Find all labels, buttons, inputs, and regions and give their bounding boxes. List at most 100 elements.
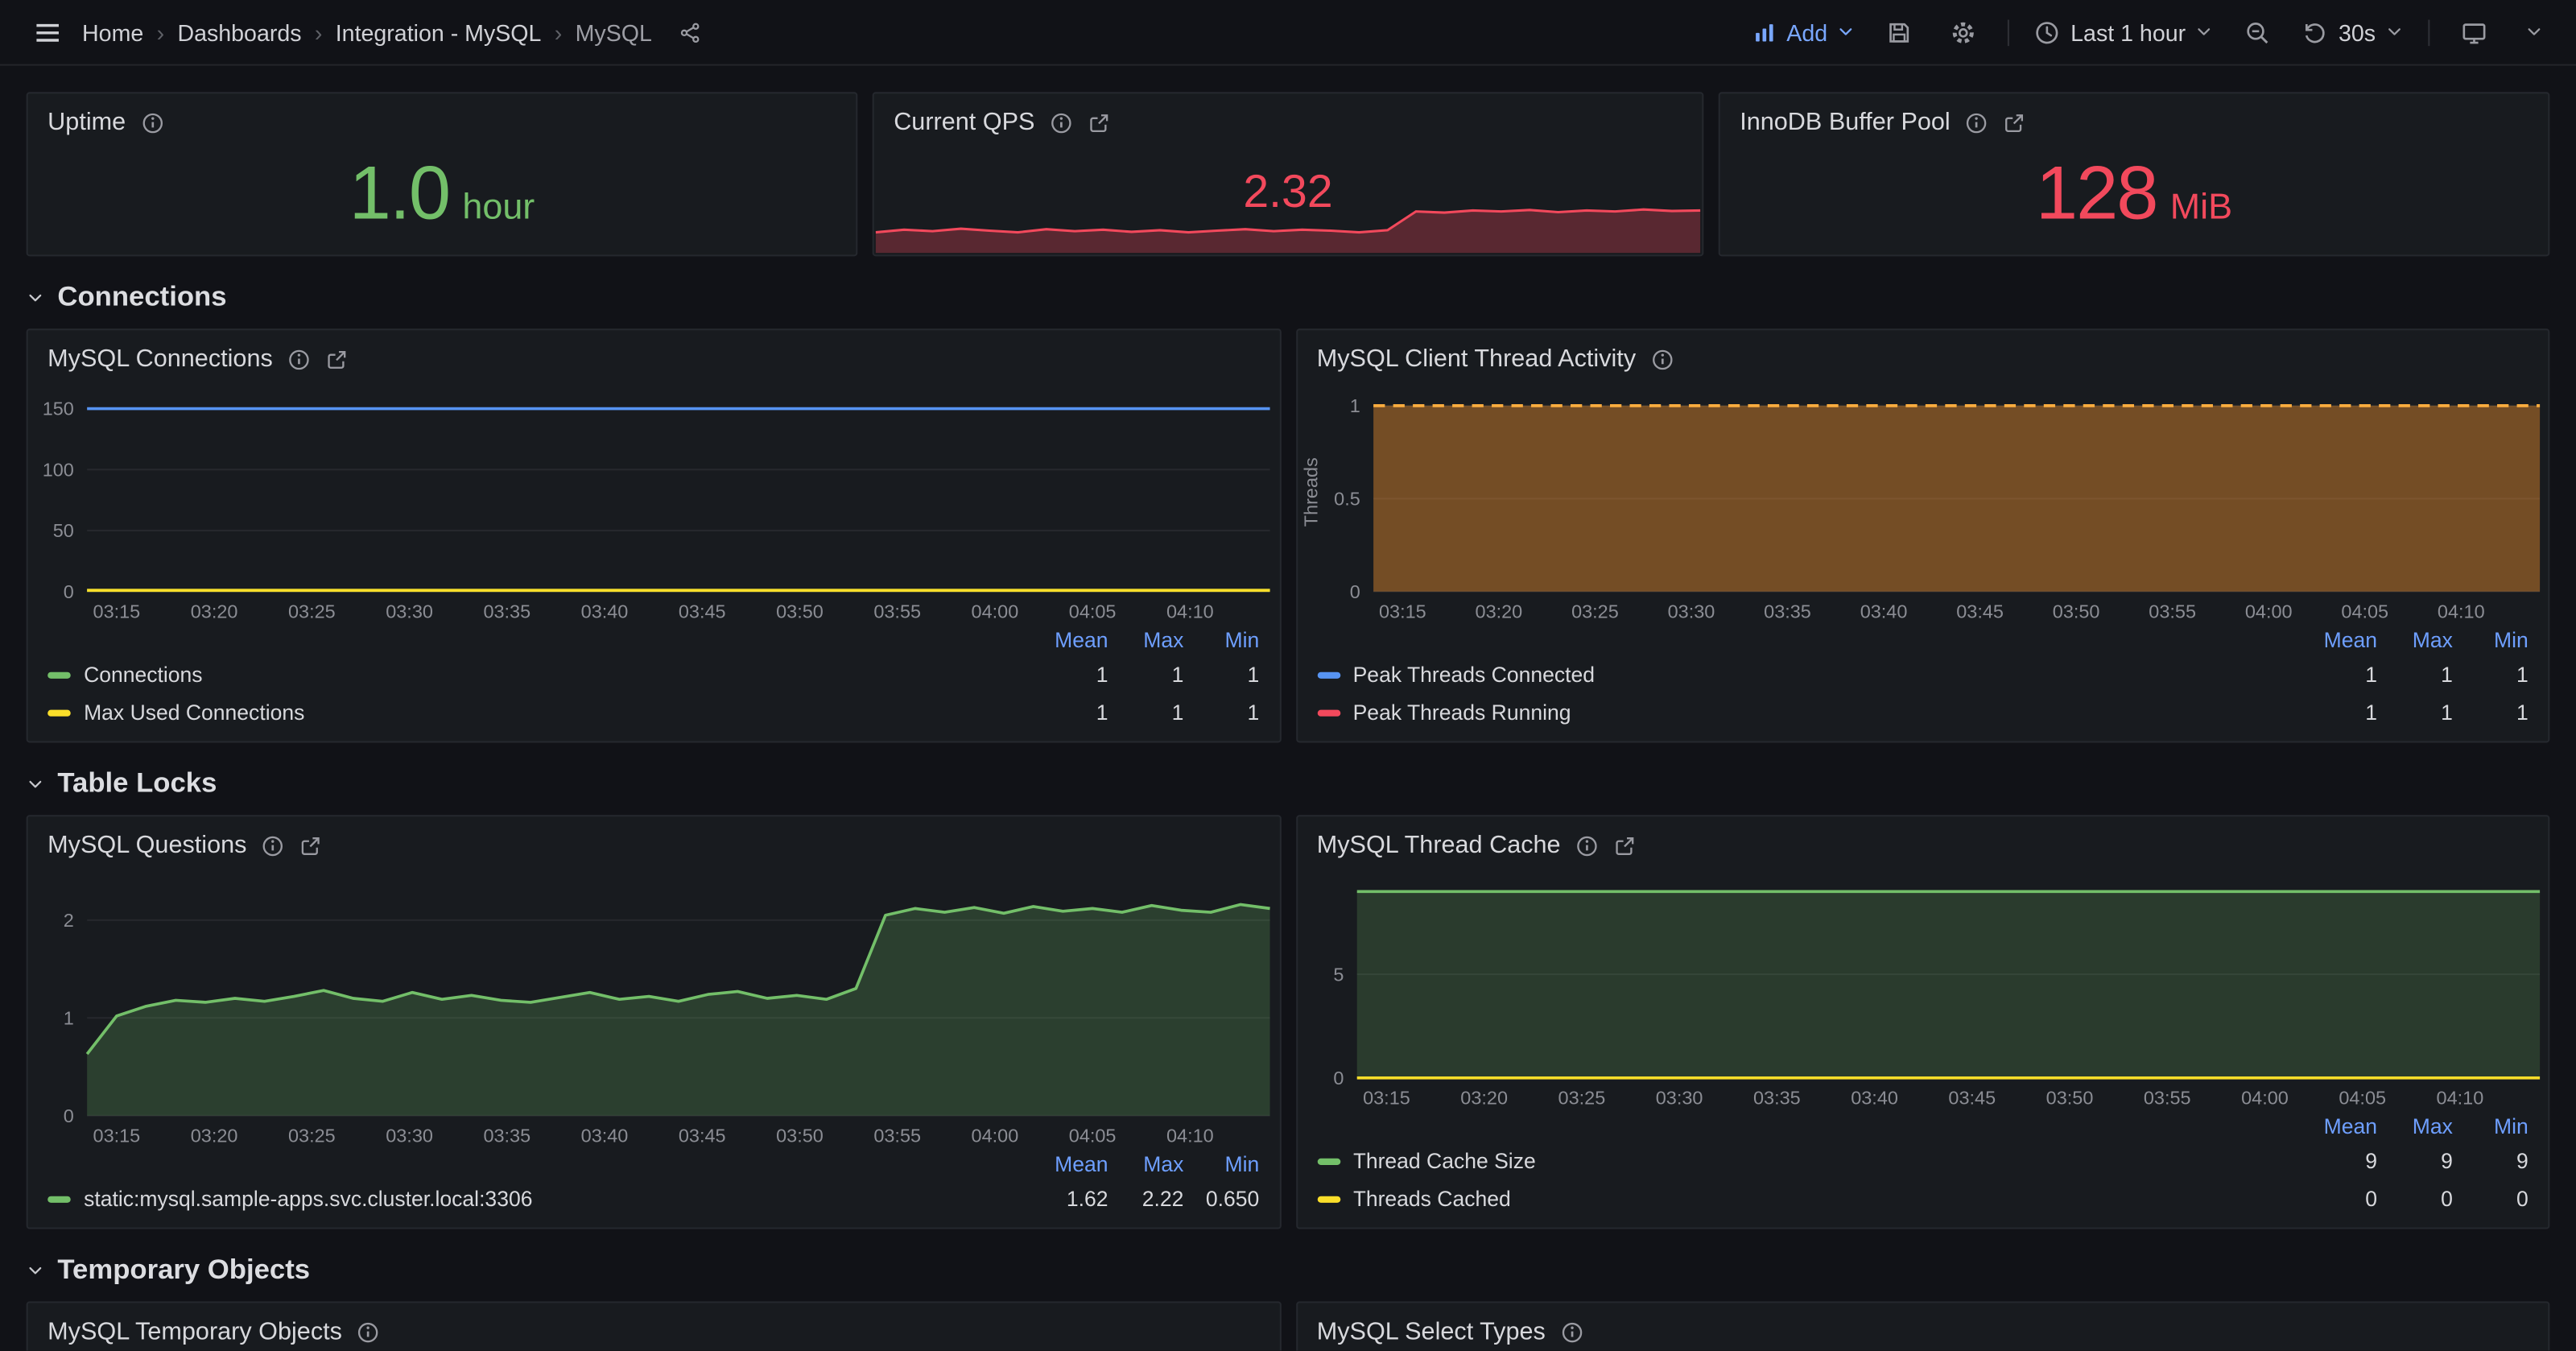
legend-sort-header[interactable]: Mean — [2323, 1113, 2378, 1139]
panel-header[interactable]: InnoDB Buffer Pool — [1720, 93, 2549, 143]
series-label[interactable]: Threads Cached — [1352, 1186, 1511, 1212]
legend-sort-header[interactable]: Max — [2412, 1113, 2453, 1139]
series-stat-value: 1.62 — [1066, 1186, 1108, 1212]
breadcrumb-home[interactable]: Home — [82, 19, 144, 46]
external-link-icon[interactable] — [325, 348, 349, 371]
svg-text:03:55: 03:55 — [2148, 601, 2195, 622]
external-link-icon[interactable] — [2003, 111, 2026, 134]
legend-row[interactable]: static:mysql.sample-apps.svc.cluster.loc… — [47, 1180, 1259, 1217]
panel-current-qps: Current QPS 2.32 — [872, 92, 1704, 257]
panel-header[interactable]: MySQL Select Types — [1297, 1303, 2548, 1351]
dashboard-settings-button[interactable] — [1944, 12, 1984, 52]
legend-row[interactable]: Peak Threads Running 1 1 1 — [1316, 693, 2529, 731]
time-range-picker[interactable]: Last 1 hour — [2034, 19, 2214, 45]
refresh-picker[interactable]: 30s — [2302, 19, 2404, 45]
panel-header[interactable]: MySQL Connections — [28, 330, 1279, 379]
menu-toggle-button[interactable] — [27, 10, 69, 53]
panel-header[interactable]: Current QPS — [874, 93, 1703, 143]
svg-text:03:40: 03:40 — [1850, 1087, 1897, 1108]
svg-text:03:45: 03:45 — [1955, 601, 2003, 622]
legend-sort-header[interactable]: Min — [1224, 627, 1260, 653]
info-icon[interactable] — [287, 348, 311, 371]
tv-mode-button[interactable] — [2454, 12, 2494, 52]
svg-text:0: 0 — [64, 1105, 74, 1126]
zoom-out-time-button[interactable] — [2238, 12, 2277, 52]
info-icon[interactable] — [141, 111, 164, 134]
series-label[interactable]: static:mysql.sample-apps.svc.cluster.loc… — [84, 1186, 533, 1212]
save-dashboard-button[interactable] — [1880, 12, 1919, 52]
legend-row[interactable]: Connections 1 1 1 — [47, 655, 1259, 693]
external-link-icon[interactable] — [1613, 834, 1637, 857]
refresh-interval-label: 30s — [2338, 19, 2376, 46]
series-stat-value: 2.22 — [1141, 1186, 1184, 1212]
info-icon[interactable] — [1050, 111, 1073, 134]
svg-text:03:25: 03:25 — [1558, 1087, 1605, 1108]
table-locks-row: MySQL Questions 0 1 2 03:15 03:20 03:25 03:30 0… — [26, 815, 2550, 1229]
info-icon[interactable] — [262, 834, 285, 857]
legend-sort-header[interactable]: Max — [1143, 1151, 1184, 1177]
legend-sort-header[interactable]: Mean — [2323, 627, 2378, 653]
section-temporary-objects[interactable]: Temporary Objects — [27, 1252, 2550, 1288]
panel-header[interactable]: MySQL Thread Cache — [1297, 816, 2548, 866]
mysql-thread-cache-chart[interactable]: 0 5 03:15 03:20 03:25 03:30 03:35 03:40 03:45 03:… — [1297, 866, 2548, 1111]
series-label[interactable]: Max Used Connections — [84, 700, 305, 725]
mysql-questions-chart[interactable]: 0 1 2 03:15 03:20 03:25 03:30 03:35 03:40 03:45 03… — [28, 866, 1279, 1149]
breadcrumb-integration-mysql[interactable]: Integration - MySQL — [335, 19, 542, 46]
panel-header[interactable]: MySQL Client Thread Activity — [1297, 330, 2548, 379]
panel-header[interactable]: MySQL Questions — [28, 816, 1279, 866]
legend-row[interactable]: Peak Threads Connected 1 1 1 — [1316, 655, 2529, 693]
mysql-client-thread-activity-chart[interactable]: 0 0.5 1 03:15 03:20 03:25 03:30 03:35 03:40 03:45… — [1297, 379, 2548, 624]
info-icon[interactable] — [357, 1320, 380, 1344]
series-label[interactable]: Peak Threads Running — [1352, 700, 1571, 725]
info-icon[interactable] — [1560, 1320, 1583, 1344]
svg-text:03:35: 03:35 — [483, 1125, 530, 1146]
legend-sort-header[interactable]: Min — [1224, 1151, 1260, 1177]
add-button[interactable]: Add — [1753, 19, 1855, 45]
legend-sort-header[interactable]: Mean — [1055, 627, 1108, 653]
info-icon[interactable] — [1651, 348, 1674, 371]
add-panel-icon — [1753, 21, 1777, 44]
series-label[interactable]: Connections — [84, 662, 203, 688]
panel-title: MySQL Connections — [47, 345, 273, 374]
svg-text:150: 150 — [43, 399, 74, 419]
info-icon[interactable] — [1965, 111, 1988, 134]
legend-row[interactable]: Thread Cache Size 9 9 9 — [1316, 1142, 2529, 1180]
panel-header[interactable]: Uptime — [28, 93, 857, 143]
series-label[interactable]: Peak Threads Connected — [1352, 662, 1596, 688]
svg-text:03:15: 03:15 — [1362, 1087, 1410, 1108]
section-connections[interactable]: Connections — [27, 279, 2550, 316]
svg-text:50: 50 — [53, 520, 74, 541]
legend-row[interactable]: Max Used Connections 1 1 1 — [47, 693, 1259, 731]
section-title: Table Locks — [57, 767, 217, 799]
series-color-dash — [1316, 671, 1340, 678]
section-table-locks[interactable]: Table Locks — [27, 766, 2550, 802]
panel-title: MySQL Questions — [47, 831, 247, 860]
svg-text:03:55: 03:55 — [873, 601, 921, 622]
qps-sparkline — [875, 204, 1701, 254]
external-link-icon[interactable] — [299, 834, 323, 857]
info-icon[interactable] — [1575, 834, 1599, 857]
legend-sort-header[interactable]: Mean — [1055, 1151, 1108, 1177]
legend-sort-header[interactable]: Max — [2412, 627, 2453, 653]
toolbar-overflow-button[interactable] — [2519, 16, 2550, 48]
breadcrumb-mysql[interactable]: MySQL — [575, 19, 652, 46]
series-label[interactable]: Thread Cache Size — [1352, 1148, 1536, 1174]
legend-sort-header[interactable]: Min — [2494, 627, 2529, 653]
breadcrumb-dashboards[interactable]: Dashboards — [177, 19, 302, 46]
external-link-icon[interactable] — [1088, 111, 1111, 134]
uptime-stat: 1.0 hour — [349, 148, 535, 250]
share-dashboard-button[interactable] — [671, 14, 708, 50]
svg-text:03:40: 03:40 — [1860, 601, 1907, 622]
series-stat-value: 1 — [2441, 700, 2453, 725]
mysql-connections-chart[interactable]: 0 50 100 150 03:15 03:20 03:25 03:30 03:35 03:40 0… — [28, 379, 1279, 624]
svg-text:03:30: 03:30 — [386, 601, 433, 622]
series-color-dash — [1316, 709, 1340, 716]
svg-text:03:30: 03:30 — [386, 1125, 433, 1146]
panel-uptime: Uptime 1.0 hour — [26, 92, 858, 257]
legend-row[interactable]: Threads Cached 0 0 0 — [1316, 1180, 2529, 1217]
legend-sort-header[interactable]: Max — [1143, 627, 1184, 653]
legend-sort-header[interactable]: Min — [2494, 1113, 2529, 1139]
panel-header[interactable]: MySQL Temporary Objects — [28, 1303, 1279, 1351]
svg-text:04:10: 04:10 — [1166, 1125, 1214, 1146]
svg-text:03:50: 03:50 — [2046, 1087, 2093, 1108]
